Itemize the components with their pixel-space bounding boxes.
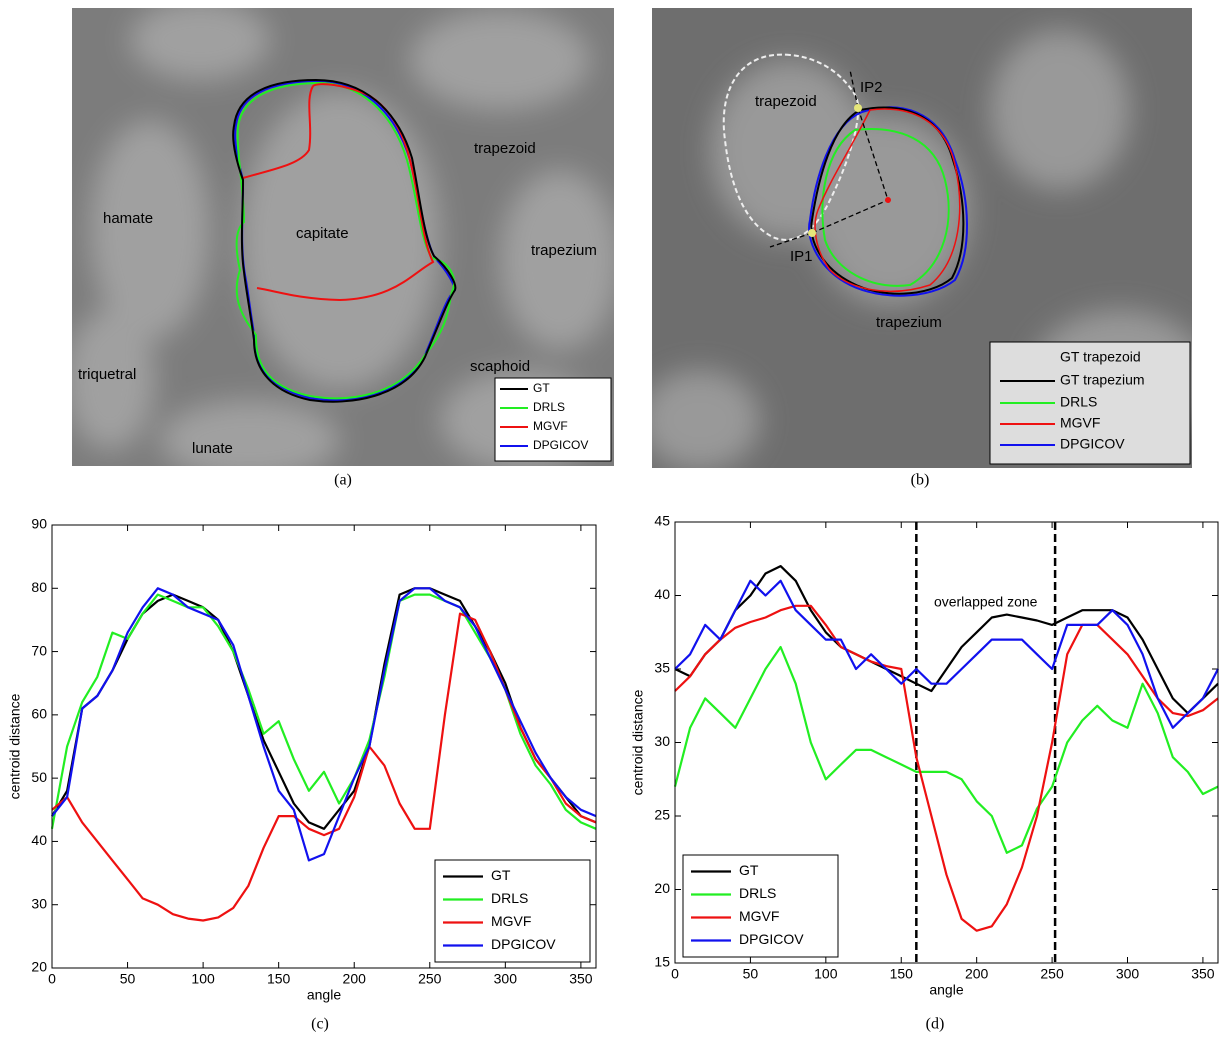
x-tick-label: 100 <box>191 971 215 987</box>
x-axis-label: angle <box>929 982 963 998</box>
x-axis-label: angle <box>307 987 341 1003</box>
y-tick-label: 70 <box>31 642 47 658</box>
bone-label: trapezoid <box>474 140 536 157</box>
contour-dpgicov <box>808 106 968 297</box>
legend-label: MGVF <box>1060 415 1100 431</box>
y-tick-label: 40 <box>654 586 670 602</box>
y-tick-label: 30 <box>654 733 670 749</box>
legend-label: GT <box>739 862 759 878</box>
centroid <box>885 197 891 203</box>
x-tick-label: 100 <box>814 966 838 982</box>
legend-label: GT <box>533 381 550 395</box>
bone-label: trapezium <box>876 314 942 331</box>
point-label: IP1 <box>790 248 813 265</box>
intersection-point <box>808 229 816 237</box>
caption: (a) <box>334 472 352 489</box>
panel-a: hamate capitate trapezoid trapezium triq… <box>72 8 614 466</box>
legend-label: DPGICOV <box>739 931 804 947</box>
x-tick-label: 350 <box>569 971 593 987</box>
contour-gt <box>232 78 457 403</box>
y-tick-label: 15 <box>654 954 670 970</box>
series-line <box>51 587 597 862</box>
y-tick-label: 45 <box>654 513 670 529</box>
intersection-point <box>854 104 862 112</box>
legend-label: GT <box>491 867 511 883</box>
x-tick-label: 50 <box>743 966 759 982</box>
legend-label: DPGICOV <box>533 438 588 452</box>
y-tick-label: 30 <box>31 895 47 911</box>
y-tick-label: 90 <box>31 516 47 532</box>
x-tick-label: 0 <box>48 971 56 987</box>
series-line <box>674 565 1219 715</box>
legend-label: DRLS <box>491 890 528 906</box>
legend-label: DPGICOV <box>1060 436 1125 452</box>
bone-label: hamate <box>103 210 153 227</box>
image-legend: GT trapezoid GT trapezium DRLS MGVF DPGI… <box>989 341 1191 465</box>
image-legend: GT DRLS MGVF DPGICOV <box>494 377 612 462</box>
y-axis-label: centroid distance <box>630 689 646 795</box>
contour-mgvf <box>814 108 961 293</box>
construction-lines <box>769 69 889 248</box>
x-tick-label: 300 <box>494 971 518 987</box>
bone-label: scaphoid <box>470 358 530 375</box>
x-tick-label: 200 <box>965 966 989 982</box>
legend-label: DRLS <box>739 885 776 901</box>
y-tick-label: 35 <box>654 660 670 676</box>
legend-label: DPGICOV <box>491 936 556 952</box>
bone-label: triquetral <box>78 366 136 383</box>
y-tick-label: 80 <box>31 579 47 595</box>
y-tick-label: 25 <box>654 807 670 823</box>
x-tick-label: 0 <box>671 966 679 982</box>
panel-b: trapezoid IP2 IP1 trapezium GT trapezoid… <box>652 8 1192 468</box>
caption: (c) <box>311 1016 329 1033</box>
legend-label: MGVF <box>491 913 531 929</box>
y-tick-label: 60 <box>31 706 47 722</box>
x-tick-label: 250 <box>418 971 442 987</box>
bone-label: capitate <box>296 225 349 242</box>
annotation: overlapped zone <box>934 594 1038 610</box>
y-tick-label: 50 <box>31 769 47 785</box>
axes-box <box>674 521 1219 964</box>
legend-label: GT trapezoid <box>1060 349 1141 365</box>
axes-box <box>51 524 597 969</box>
series-line <box>674 579 1219 729</box>
caption: (b) <box>911 472 930 489</box>
legend-label: MGVF <box>533 419 568 433</box>
series-line <box>673 645 1219 854</box>
contour-gt-trapezoid <box>722 53 860 241</box>
x-tick-label: 150 <box>890 966 914 982</box>
x-tick-label: 150 <box>267 971 291 987</box>
legend-label: DRLS <box>533 400 565 414</box>
y-tick-label: 20 <box>654 880 670 896</box>
y-tick-label: 40 <box>31 832 47 848</box>
bone-label: trapezoid <box>755 93 817 110</box>
point-label: IP2 <box>860 79 883 96</box>
y-axis-label: centroid distance <box>7 693 23 799</box>
legend-label: MGVF <box>739 908 779 924</box>
x-tick-label: 300 <box>1116 966 1140 982</box>
legend-label: GT trapezium <box>1060 372 1145 388</box>
bone-label: trapezium <box>531 242 597 259</box>
caption: (d) <box>926 1016 945 1033</box>
y-tick-label: 20 <box>31 959 47 975</box>
x-tick-label: 50 <box>120 971 136 987</box>
legend-label: DRLS <box>1060 394 1097 410</box>
series-line <box>674 604 1219 932</box>
x-tick-label: 200 <box>343 971 367 987</box>
x-tick-label: 350 <box>1191 966 1215 982</box>
x-tick-label: 250 <box>1040 966 1064 982</box>
bone-label: lunate <box>192 440 233 457</box>
